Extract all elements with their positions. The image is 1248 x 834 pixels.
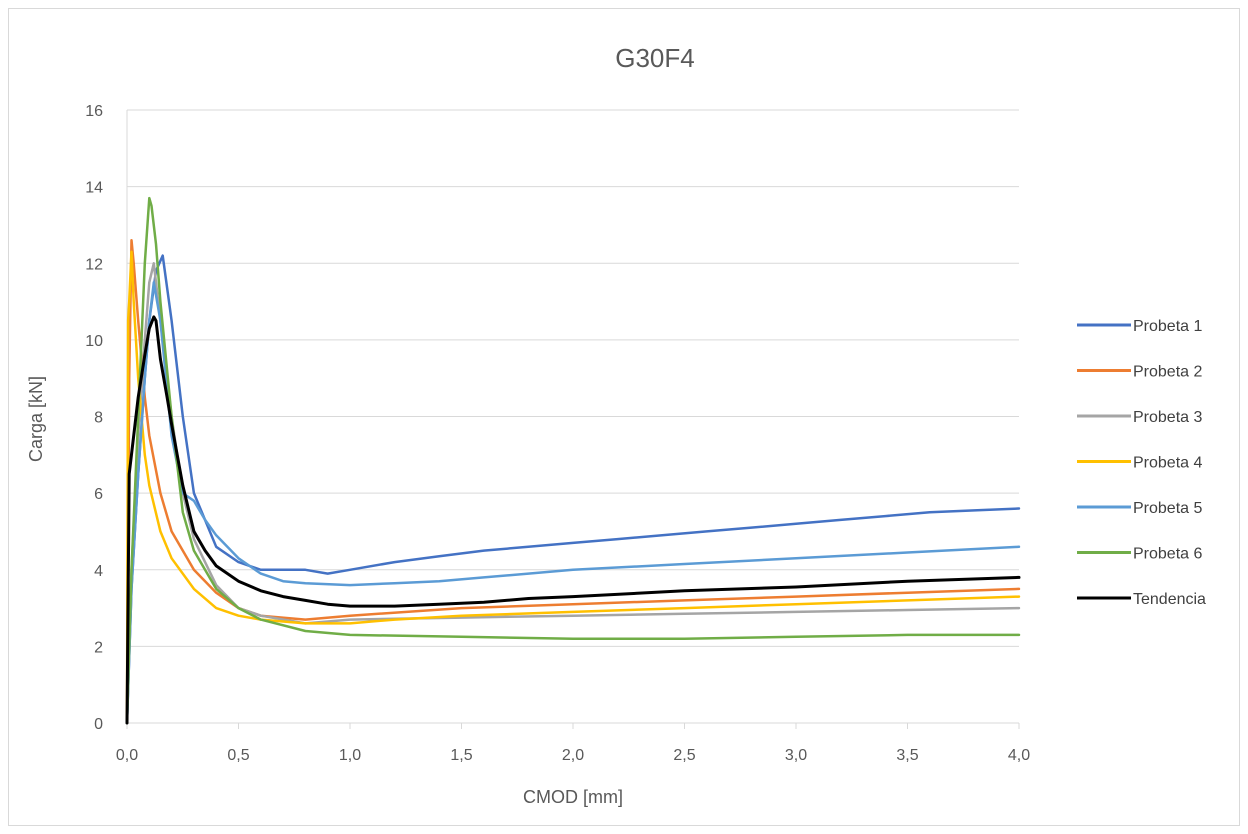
x-tick-label: 0,5 <box>227 747 249 764</box>
legend-label: Probeta 6 <box>1133 546 1202 563</box>
series-group <box>125 196 1021 725</box>
x-tick-label: 4,0 <box>1008 747 1030 764</box>
y-tick-label: 8 <box>94 410 103 427</box>
y-tick-label: 0 <box>94 716 103 733</box>
chart-title: G30F4 <box>615 43 695 73</box>
x-axis-title: CMOD [mm] <box>523 787 623 807</box>
x-tick-label: 3,0 <box>785 747 807 764</box>
y-tick-label: 6 <box>94 486 103 503</box>
x-tick-label: 1,0 <box>339 747 361 764</box>
y-tick-labels: 0 2 4 6 8 10 12 14 16 <box>85 103 103 733</box>
legend-label: Probeta 4 <box>1133 455 1202 472</box>
gridlines <box>127 109 1019 647</box>
legend-label: Tendencia <box>1133 591 1206 608</box>
series-line-6 <box>125 196 1021 725</box>
y-tick-label: 4 <box>94 563 103 580</box>
legend-label: Probeta 2 <box>1133 364 1202 381</box>
series-line-5 <box>125 281 1021 725</box>
x-tick-labels: 0,0 0,5 1,0 1,5 2,0 2,5 3,0 3,5 4,0 <box>116 747 1030 764</box>
legend: Probeta 1 Probeta 2 Probeta 3 Probeta 4 Prob… <box>1077 318 1206 608</box>
y-tick-label: 12 <box>85 256 103 273</box>
series-line-2 <box>125 239 1021 725</box>
series-line-4 <box>125 250 1021 725</box>
x-tick-label: 1,5 <box>450 747 472 764</box>
y-tick-label: 10 <box>85 333 103 350</box>
x-tick-label: 2,5 <box>673 747 695 764</box>
series-line-3 <box>125 262 1021 725</box>
y-axis-title: Carga [kN] <box>26 376 46 462</box>
y-tick-label: 16 <box>85 103 103 120</box>
y-tick-label: 2 <box>94 639 103 656</box>
series-line-7 <box>125 315 1021 725</box>
y-tick-label: 14 <box>85 180 103 197</box>
legend-label: Probeta 3 <box>1133 409 1202 426</box>
legend-label: Probeta 5 <box>1133 500 1202 517</box>
x-tick-label: 2,0 <box>562 747 584 764</box>
x-tick-label: 3,5 <box>896 747 918 764</box>
series-line-1 <box>125 254 1021 725</box>
x-tick-label: 0,0 <box>116 747 138 764</box>
legend-label: Probeta 1 <box>1133 318 1202 335</box>
